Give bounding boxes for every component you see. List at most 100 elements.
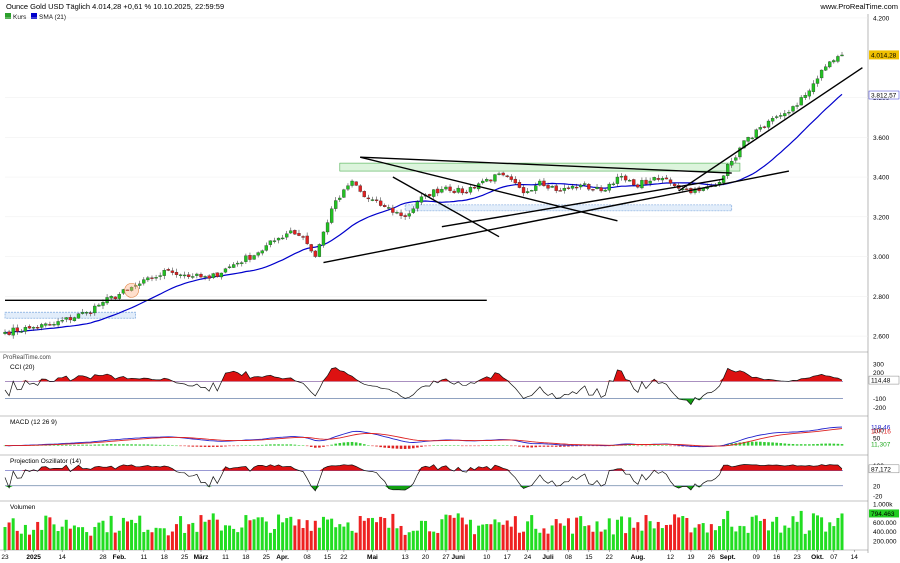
candle [811,83,816,92]
candle [489,179,493,182]
volume-bar [281,522,285,550]
macd-hist-bar [538,445,542,447]
macd-hist-bar [530,445,533,448]
candle [648,180,652,184]
macd-hist-bar [93,444,97,446]
candle [223,268,228,273]
volume-title: Volumen [10,504,36,511]
macd-hist-bar [640,445,644,447]
macd-hist-bar [334,443,338,446]
x-tick-label: 27 [442,554,450,561]
price-ytick: 3.000 [873,254,890,261]
macd-hist-bar [816,443,819,446]
candle [505,175,509,177]
chart-title: Ounce Gold USD Täglich 4.014,28 +0,61 % … [6,2,224,11]
volume-bar [456,513,460,550]
volume-bar [195,531,199,550]
circle-marker [124,283,139,298]
macd-hist-bar [97,444,101,446]
volume-bar [681,516,685,550]
sma-legend-swatch [31,13,37,19]
volume-bar [791,516,795,550]
volume-bar [228,525,232,550]
candle [440,189,444,193]
x-tick-label: 13 [402,554,410,561]
volume-bar [309,530,313,550]
x-tick-label: 15 [324,554,332,561]
macd-hist-bar [763,442,766,446]
candle [129,286,134,291]
volume-bar [419,520,423,550]
candle [293,230,297,235]
candle [280,237,285,240]
volume-bar [840,513,844,550]
macd-hist-bar [199,445,203,447]
volume-bar [444,514,448,550]
price-panel: 4.2003.8003.6003.4003.2003.0002.8002.600… [0,14,900,553]
macd-hist-bar [338,443,342,446]
last-price-box [869,50,899,60]
sma-value-label: 3.812,57 [871,93,897,100]
candle [652,177,656,181]
macd-hist-bar [346,442,350,446]
candle [427,194,432,197]
macd-hist-bar [362,444,366,446]
macd-hist-bar [836,443,840,446]
macd-hist-bar [162,444,166,446]
volume-bar [628,517,632,550]
x-tick-label: 08 [565,554,573,561]
macd-hist-bar [452,445,456,446]
volume-bar [219,530,223,550]
volume-bar [550,525,554,550]
candle [815,78,820,84]
sma-line [4,93,843,335]
x-tick-label: 12 [667,554,675,561]
volume-bar [391,513,395,550]
candle [419,196,424,203]
volume-bar [60,526,64,550]
candle [754,129,758,138]
candle [85,312,89,314]
volume-bar [832,526,836,550]
candle [378,200,383,206]
macd-hist-bar [440,445,444,446]
volume-bar [236,532,240,550]
candle [383,205,387,208]
macd-hist-bar [146,444,150,446]
volume-bar [652,528,656,550]
macd-hist-bar [575,445,578,447]
osc-last-label: 87,172 [871,466,891,473]
volume-bar [762,518,766,550]
x-tick-label: Juni [452,554,466,561]
candle [619,176,624,178]
volume-bar [709,524,713,550]
volume-bar [40,529,44,550]
x-tick-label: März [194,554,210,561]
macd-hist-bar [318,445,321,448]
macd-hist-bar [126,444,129,446]
candle [240,262,244,264]
macd-hist-bar [269,444,272,446]
candle [660,178,665,181]
candle [329,208,334,223]
volume-bar [399,525,403,550]
macd-hist-bar [563,445,566,447]
macd-hist-bar [787,443,791,446]
macd-hist-bar [661,445,664,446]
macd-hist-bar [216,445,219,447]
candle [513,178,518,184]
macd-hist-bar [750,441,754,446]
candle [644,179,648,185]
candle [738,147,742,158]
volume-bar [644,515,648,550]
candle [746,137,750,142]
candle [832,60,836,63]
candle [611,183,616,186]
volume-bar [579,516,583,550]
trendline [323,170,790,264]
volume-bar [779,532,783,550]
volume-bar [452,517,456,550]
macd-hist-bar [150,444,154,446]
candle [387,207,391,209]
